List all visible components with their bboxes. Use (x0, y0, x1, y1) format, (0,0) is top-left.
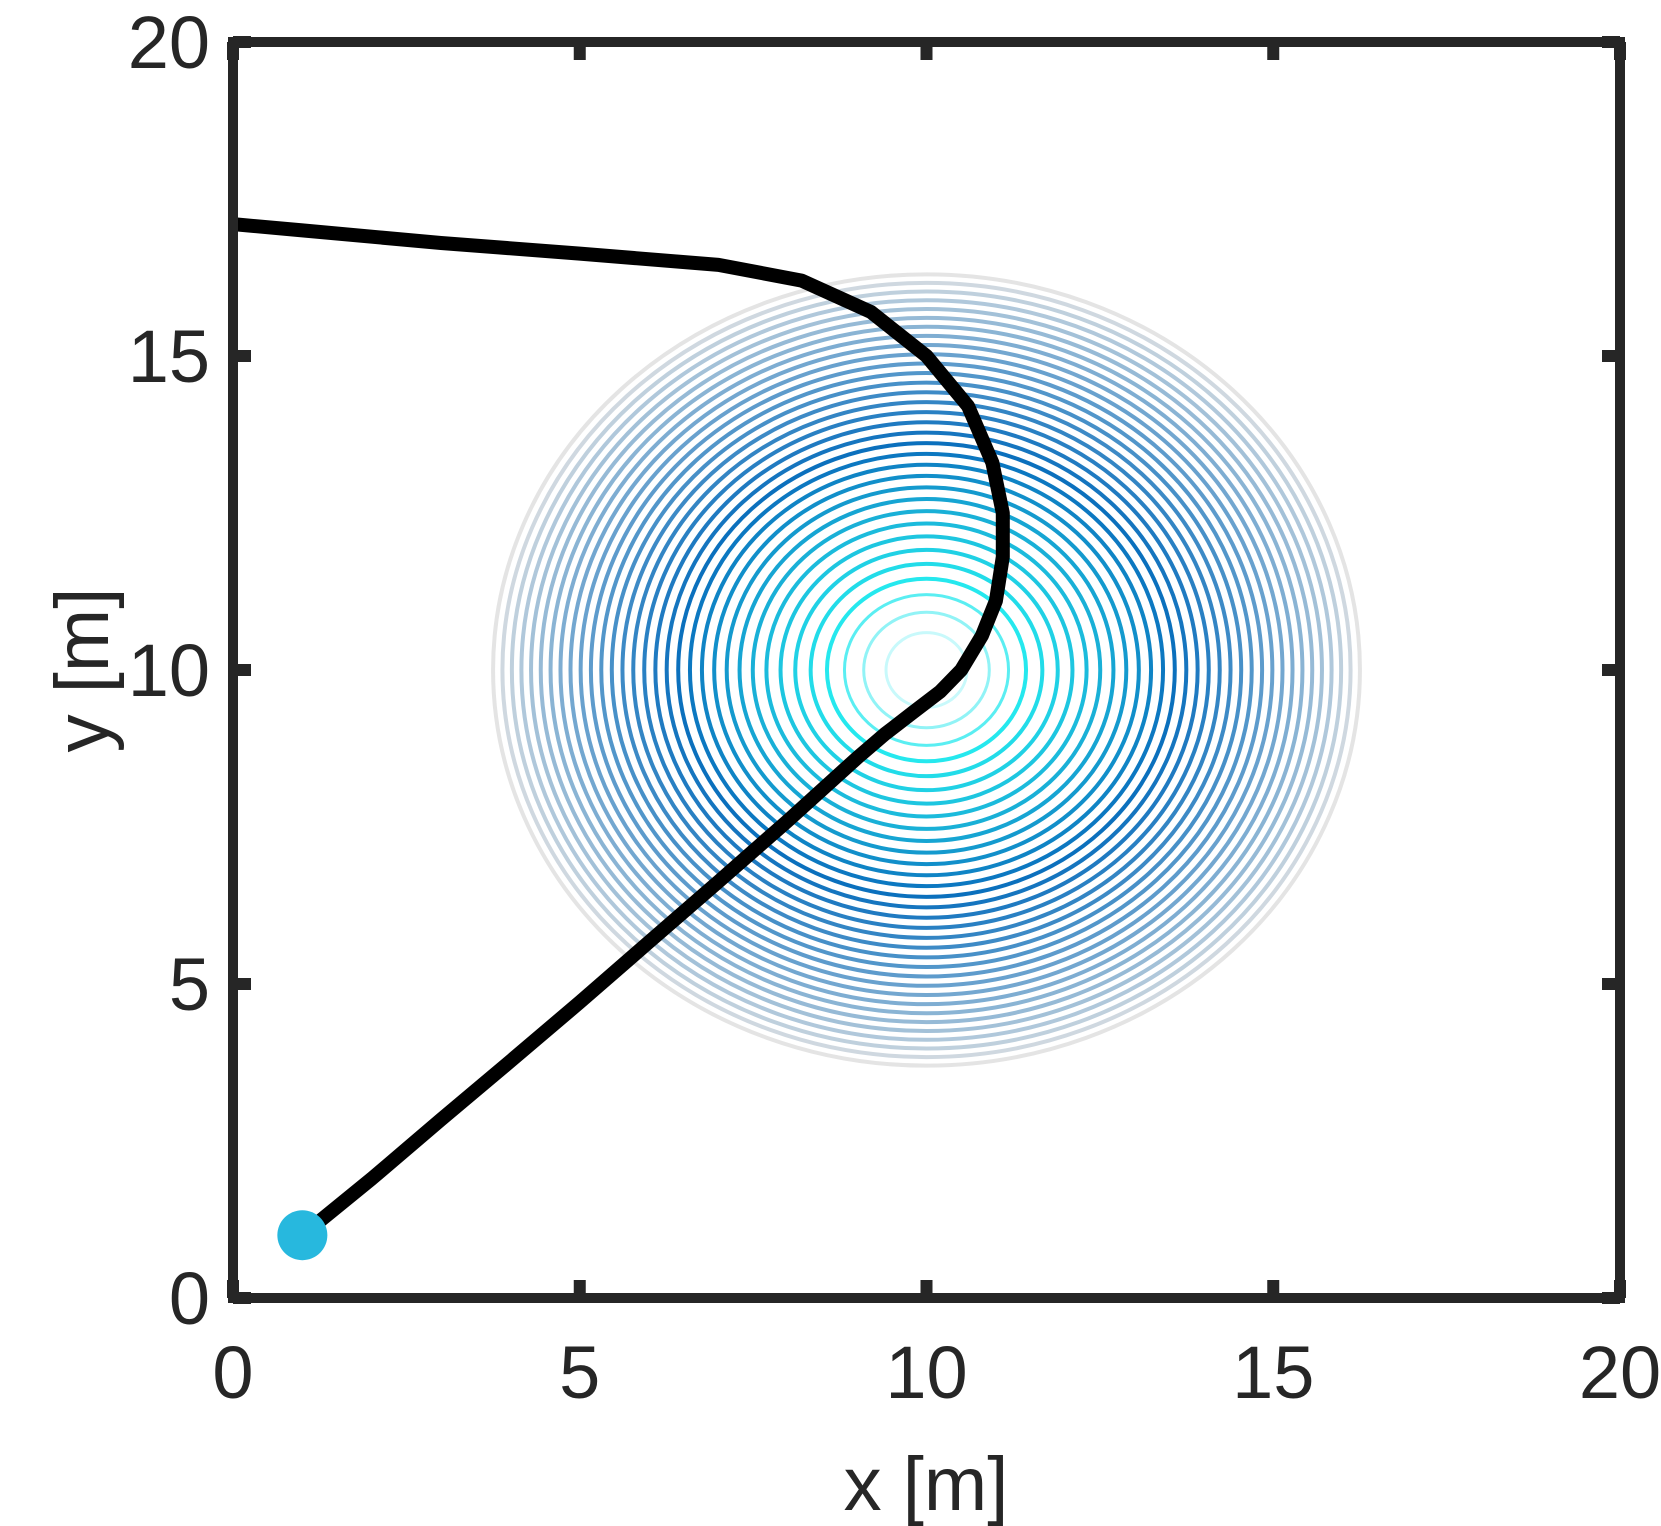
contour-ring (653, 420, 1200, 920)
contour-ring (620, 390, 1233, 950)
contour-ring (808, 561, 1045, 779)
start-marker (277, 1210, 328, 1261)
contour-ring (519, 298, 1334, 1042)
y-tick-label: 20 (128, 1, 210, 84)
contour-ring (750, 509, 1103, 831)
x-axis-label: x [m] (844, 1442, 1009, 1526)
contour-ring (724, 485, 1129, 855)
x-tick-label: 0 (212, 1331, 253, 1414)
contour-ring (862, 610, 991, 730)
x-tick-label: 10 (885, 1331, 967, 1414)
contour-ring (529, 306, 1324, 1034)
y-axis-label: y [m] (40, 588, 125, 753)
contour-ring (548, 324, 1305, 1016)
contour-ring (558, 333, 1295, 1007)
contour-ring (842, 593, 1011, 747)
contour-ring (631, 400, 1222, 940)
contour-ring (676, 441, 1177, 899)
x-tick-label: 20 (1579, 1331, 1661, 1414)
axis-ticks: 0 5 10 15 20 0 5 10 15 20 (128, 1, 1661, 1414)
x-tick-label: 5 (559, 1331, 600, 1414)
contour-field (491, 272, 1362, 1068)
contour-ring (500, 280, 1353, 1060)
contour-ring (824, 576, 1029, 764)
contour-ring (642, 410, 1211, 930)
contour-ring (491, 272, 1362, 1068)
contour-ring (778, 534, 1075, 806)
trajectory-line (233, 217, 1010, 1243)
contour-ring (538, 315, 1315, 1025)
contour-ring (919, 662, 934, 678)
y-tick-label: 5 (169, 943, 210, 1026)
contour-ring (609, 380, 1244, 960)
y-tick-label: 15 (128, 315, 210, 398)
y-tick-label: 0 (169, 1257, 210, 1340)
axis-labels: x [m] y [m] (40, 588, 1008, 1526)
contour-ring (712, 473, 1141, 867)
contour-ring (599, 371, 1254, 969)
contour-ring (509, 289, 1344, 1051)
contour-ring (737, 497, 1116, 843)
x-tick-label: 15 (1232, 1331, 1314, 1414)
contour-ring (568, 342, 1285, 998)
contour-ring (687, 451, 1166, 889)
contour-ring (699, 462, 1154, 878)
contour-ring (793, 547, 1060, 793)
contour-ring (664, 430, 1189, 910)
contour-ring (764, 521, 1089, 819)
y-tick-label: 10 (128, 629, 210, 712)
series-layer (233, 217, 1010, 1261)
